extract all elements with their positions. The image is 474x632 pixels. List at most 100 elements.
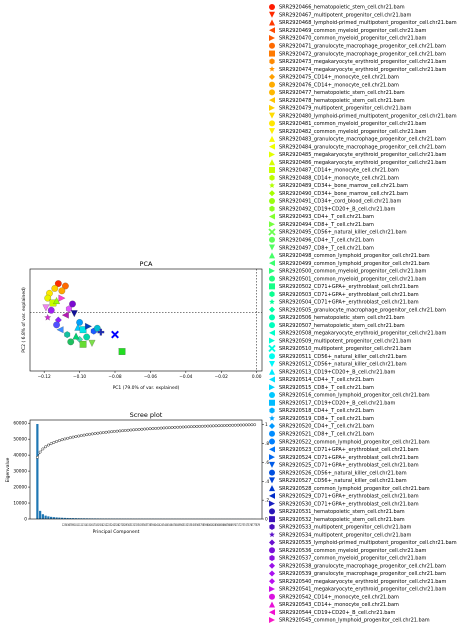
scree-bar [88,518,91,519]
legend-entry: SRR2920526_CD56+_natural_killer_cell.chr… [269,469,407,476]
scree-plot-frame [29,419,263,520]
legend-label: SRR2920505_granulocyte_macrophage_progen… [279,307,446,313]
legend-label: SRR2920519_CD8+_T_cell.chr21.bam [279,416,374,422]
legend-marker [269,337,275,344]
legend-label: SRR2920510_multipotent_progenitor_cell.c… [279,346,411,352]
legend-entry: SRR2920472_granulocyte_macrophage_progen… [269,50,446,57]
legend-marker [269,399,275,406]
pca-point [85,322,92,330]
legend-entry: SRR2920539_granulocyte_macrophage_progen… [269,570,446,577]
legend-label: SRR2920466_hematopoietic_stem_cell.chr21… [279,5,405,11]
legend-label: SRR2920531_hematopoietic_stem_cell.chr21… [279,509,405,515]
pca-point [53,321,60,329]
pca-point [97,328,105,336]
legend-entry: SRR2920483_granulocyte_macrophage_progen… [269,135,446,143]
legend-entry: SRR2920496_CD4+_T_cell.chr21.bam [269,236,374,244]
legend-marker [269,454,275,461]
scree-y-tick-label: 60000 [13,421,27,427]
scree-cumulative-point [134,428,138,432]
scree-cumulative-point [82,433,86,437]
legend-marker [269,523,275,530]
legend-label: SRR2920480_lymphoid-primed_multipotent_p… [279,113,457,119]
legend-entry: SRR2920487_CD14+_monocyte_cell.chr21.bam [269,166,399,174]
legend-marker [269,516,275,523]
legend-label: SRR2920511_CD56+_natural_killer_cell.chr… [279,354,407,360]
legend-label: SRR2920492_CD19+CD20+_B_cell.chr21.bam [279,206,395,212]
scree-cumulative-point [250,423,254,427]
legend-label: SRR2920497_CD8+_T_cell.chr21.bam [279,245,374,251]
scree-y-tick-label: 30000 [13,469,27,475]
legend-entry: SRR2920500_common_myeloid_progenitor_cel… [269,267,427,275]
scree-cumulative-point [145,427,149,431]
scree-chart: Scree plot 0 10000 20000 30000 40000 50000 600… [5,411,269,535]
legend-marker [269,159,275,166]
scree-cumulative-point [170,426,174,429]
scree-cumulative-point [203,424,207,428]
legend-entry: SRR2920527_CD56+_natural_killer_cell.chr… [269,477,407,484]
scree-title: Scree plot [130,411,163,419]
scree-cumulative-point [49,442,53,446]
legend-entry: SRR2920518_CD4+_T_cell.chr21.bam [269,407,374,414]
legend-marker [269,112,275,119]
pca-title: PCA [140,260,153,268]
legend-entry: SRR2920498_common_lymphoid_progenitor_ce… [269,252,430,259]
legend-marker [269,306,275,313]
legend-marker [269,314,275,321]
legend-marker [269,221,275,228]
legend-label: SRR2920538_granulocyte_macrophage_progen… [279,563,446,569]
legend-label: SRR2920469_common_myeloid_progenitor_cel… [279,28,427,34]
legend-label: SRR2920504_CD71+GPA+_erythroblast_cell.c… [279,300,419,306]
pca-point [56,326,64,334]
legend-entry: SRR2920520_CD4+_T_cell.chr21.bam [269,423,374,430]
legend-label: SRR2920496_CD4+_T_cell.chr21.bam [279,238,374,244]
scree-bar [74,518,77,519]
scree-y-tick-label: 0 [24,517,27,523]
legend-entry: SRR2920479_multipotent_progenitor_cell.c… [269,104,411,112]
legend-label: SRR2920470_common_myeloid_progenitor_cel… [279,36,427,42]
scree-cumulative-point [101,431,105,434]
legend-label: SRR2920489_CD34+_bone_marrow_cell.chr21.… [279,183,408,189]
scree-cumulative-point [99,431,103,435]
legend-label: SRR2920487_CD14+_monocyte_cell.chr21.bam [279,168,399,174]
scree-cumulative-point [217,424,221,428]
scree-cumulative-point [209,424,213,428]
scree-cumulative-point [154,426,158,430]
scree-cumulative-point [66,436,70,440]
scree-cumulative-point [156,426,160,430]
legend-entry: SRR2920513_CD19+CD20+_B_cell.chr21.bam [269,368,395,375]
scree-cumulative-point [35,455,39,459]
legend-label: SRR2920468_lymphoid-primed_multipotent_p… [279,20,457,26]
scree-x-tick-labels: 1234567891011121314151617181920212223242… [62,522,260,527]
legend-entry: SRR2920505_granulocyte_macrophage_progen… [269,306,446,313]
legend-label: SRR2920507_hematopoietic_stem_cell.chr21… [279,323,405,329]
scree-cumulative-point [165,426,169,430]
legend-marker [269,135,275,142]
scree-y-tick-label: 10000 [13,501,27,507]
legend-marker [269,182,275,188]
scree-cumulative-point [220,424,224,427]
pca-point [44,294,52,302]
legend-marker [269,500,275,507]
scree-cumulative-point [107,430,111,434]
legend-entry: SRR2920532_hematopoietic_stem_cell.chr21… [269,516,405,523]
scree-cumulative-point [151,427,155,430]
scree-cumulative-point [123,429,127,432]
legend-label: SRR2920473_megakaryocyte_erythroid_proge… [279,59,446,65]
legend-entry: SRR2920528_common_lymphoid_progenitor_ce… [269,485,430,492]
scree-cumulative-point [195,425,199,428]
legend-label: SRR2920478_hematopoietic_stem_cell.chr21… [279,98,405,104]
legend-marker [269,198,275,204]
legend-entry: SRR2920477_hematopoietic_stem_cell.chr21… [269,89,405,96]
legend-entry: SRR2920521_CD8+_T_cell.chr21.bam [269,430,374,438]
scree-cumulative-point [112,430,116,433]
scree-cumulative-point [38,450,42,454]
legend-label: SRR2920533_multipotent_progenitor_cell.c… [279,525,411,531]
legend-marker [269,275,275,282]
legend-label: SRR2920498_common_lymphoid_progenitor_ce… [279,253,430,259]
legend-marker [269,477,275,484]
pca-point [118,348,126,355]
pca-x-tick-label: −0.08 [108,374,121,380]
legend-marker [269,190,275,197]
legend-entry: SRR2920501_common_myeloid_progenitor_cel… [269,275,427,282]
legend-marker [269,539,275,546]
